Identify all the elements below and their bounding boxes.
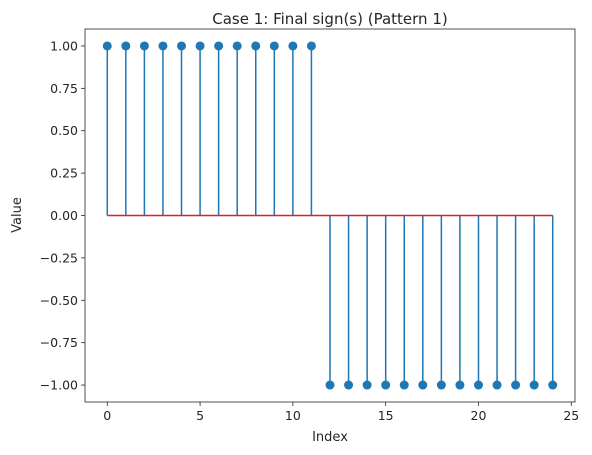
y-axis-label: Value xyxy=(10,197,25,233)
x-tick-label: 10 xyxy=(285,408,301,423)
stem-lines xyxy=(106,45,554,386)
x-axis: 0 5 10 15 20 25 xyxy=(103,402,579,423)
stem-marker xyxy=(511,380,521,390)
y-tick-label: 1.00 xyxy=(50,38,78,53)
stem-marker xyxy=(362,380,372,390)
stem-marker xyxy=(418,380,428,390)
stem-marker xyxy=(436,380,446,390)
x-tick-label: 0 xyxy=(103,408,111,423)
stem-marker xyxy=(306,41,316,51)
stem-marker xyxy=(195,41,205,51)
y-tick-label: −0.75 xyxy=(40,335,78,350)
stem-marker xyxy=(399,380,409,390)
stem-marker xyxy=(455,380,465,390)
stem-marker xyxy=(139,41,149,51)
x-tick-label: 15 xyxy=(378,408,394,423)
y-axis: −1.00 −0.75 −0.50 −0.25 0.00 0.25 0.50 0.75 1.00 xyxy=(40,38,85,393)
y-tick-label: −0.25 xyxy=(40,250,78,265)
stem-marker xyxy=(492,380,502,390)
x-tick-label: 20 xyxy=(471,408,487,423)
stem-marker xyxy=(214,41,224,51)
stem-marker xyxy=(548,380,558,390)
y-tick-label: 0.25 xyxy=(50,166,78,181)
y-tick-label: −1.00 xyxy=(40,378,78,393)
stem-marker xyxy=(473,380,483,390)
stem-marker xyxy=(251,41,261,51)
stem-marker xyxy=(381,380,391,390)
stem-marker xyxy=(158,41,168,51)
stem-marker xyxy=(269,41,279,51)
stem-marker xyxy=(288,41,298,51)
x-tick-label: 25 xyxy=(563,408,579,423)
stem-marker xyxy=(529,380,539,390)
x-axis-label: Index xyxy=(312,430,348,445)
y-tick-label: 0.00 xyxy=(50,208,78,223)
x-tick-label: 5 xyxy=(196,408,204,423)
y-tick-label: −0.50 xyxy=(40,293,78,308)
stem-marker xyxy=(344,380,354,390)
stem-markers xyxy=(102,41,558,390)
stem-marker xyxy=(325,380,335,390)
stem-marker xyxy=(121,41,131,51)
stem-marker xyxy=(232,41,242,51)
stem-marker xyxy=(177,41,187,51)
stem-marker xyxy=(102,41,112,51)
y-tick-label: 0.75 xyxy=(50,81,78,96)
chart-title: Case 1: Final sign(s) (Pattern 1) xyxy=(212,10,447,28)
y-tick-label: 0.50 xyxy=(50,123,78,138)
